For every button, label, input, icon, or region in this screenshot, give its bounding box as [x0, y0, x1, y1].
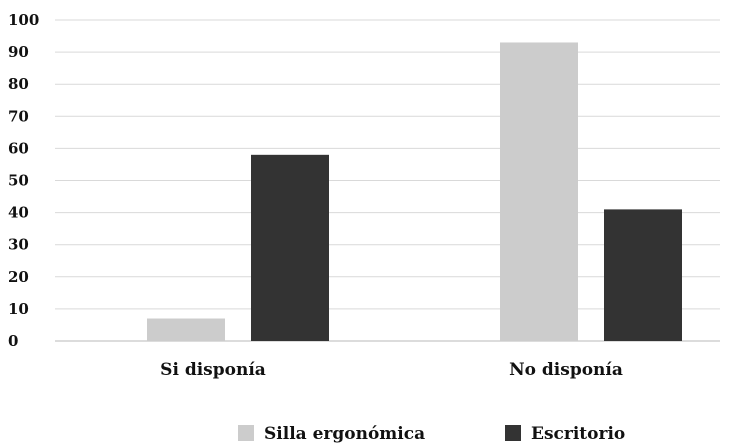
- y-tick-label: 80: [8, 75, 29, 93]
- bars: [147, 42, 682, 341]
- bar-silla-ergonomica-no-disponia: [500, 42, 578, 341]
- x-category-label: Si disponía: [160, 360, 266, 380]
- bar-silla-ergonomica-si-disponia: [147, 318, 225, 341]
- legend-label: Silla ergonómica: [264, 424, 425, 444]
- y-tick-label: 40: [8, 204, 29, 222]
- y-tick-label: 10: [8, 300, 29, 318]
- grid-lines: [55, 19, 720, 342]
- legend: Silla ergonómica Escritorio: [238, 424, 625, 444]
- y-tick-label: 20: [8, 268, 29, 286]
- y-tick-label: 60: [8, 139, 29, 157]
- legend-label: Escritorio: [531, 424, 625, 444]
- y-tick-label: 30: [8, 236, 29, 254]
- bar-escritorio-si-disponia: [251, 154, 329, 341]
- bar-escritorio-no-disponia: [604, 209, 682, 341]
- y-tick-label: 70: [8, 107, 29, 125]
- legend-swatch: [505, 425, 521, 441]
- x-category-label: No disponía: [509, 360, 623, 380]
- y-tick-label: 50: [8, 172, 29, 190]
- y-tick-label: 90: [8, 43, 29, 61]
- x-axis-category-labels: Si disponía No disponía: [160, 360, 623, 380]
- y-tick-label: 0: [8, 332, 18, 350]
- legend-swatch: [238, 425, 254, 441]
- y-axis-tick-labels: 0 10 20 30 40 50 60 70 80 90 100: [8, 11, 39, 350]
- y-tick-label: 100: [8, 11, 39, 29]
